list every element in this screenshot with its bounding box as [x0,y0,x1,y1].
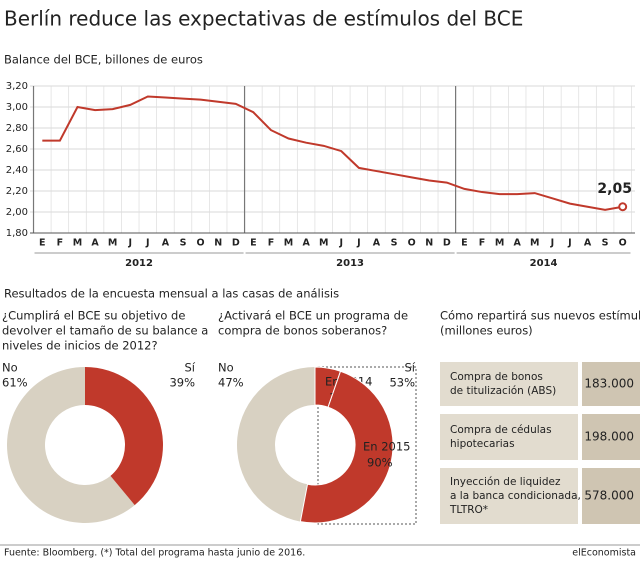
x-tick-label: A [162,238,170,249]
line [42,95,623,211]
x-tick-label: F [57,238,64,249]
question: niveles de inicios de 2012? [2,339,158,353]
row-label: de titulización (ABS) [450,385,556,397]
x-tick-label: J [356,238,361,249]
x-tick-label: J [127,238,132,249]
x-tick-label: F [479,238,486,249]
slice-label: No [218,361,234,375]
question: compra de bonos soberanos? [218,324,387,338]
x-tick-label: S [391,238,398,249]
row-value: 578.000 [584,489,634,503]
slice-label: No [2,361,18,375]
brand: elEconomista [572,548,636,559]
y-tick-label: 3,20 [6,81,28,92]
slice [85,367,164,506]
title: Berlín reduce las expectativas de estímu… [4,7,523,31]
last-label: 2,05 [597,181,632,197]
x-tick-label: O [408,238,416,249]
year-label: 2013 [336,258,364,269]
label-cell [440,468,578,524]
breakdown-label: En 2015 [363,440,410,454]
y-tick-label: 1,80 [6,228,28,239]
x-tick-label: J [567,238,572,249]
x-tick-label: E [39,238,46,249]
x-tick-label: E [461,238,468,249]
row-label: Inyección de liquidez [450,476,561,488]
x-tick-label: M [108,238,117,249]
table-title: Cómo repartirá sus nuevos estímulos [440,309,640,323]
label-cell [440,414,578,460]
year-label: 2014 [530,258,558,269]
x-tick-label: M [495,238,504,249]
x-tick-label: N [425,238,433,249]
y-tick-label: 2,80 [6,123,28,134]
row-label: TLTRO* [449,504,488,516]
question: ¿Activará el BCE un programa de [218,309,408,323]
x-tick-label: M [530,238,539,249]
x-tick-label: O [197,238,205,249]
source: Fuente: Bloomberg. (*) Total del program… [4,548,305,559]
section-title: Resultados de la encuesta mensual a las … [4,287,339,301]
slice-label: Sí [405,361,416,375]
x-tick-label: M [73,238,82,249]
table-title: (millones euros) [440,324,533,338]
row-label: Compra de cédulas [450,424,552,436]
value-cell [582,468,640,524]
slice-value: 47% [218,376,244,390]
x-tick-label: F [268,238,275,249]
y-tick-label: 2,00 [6,207,28,218]
x-tick-label: M [284,238,293,249]
last-point [618,202,628,212]
slice [7,367,135,523]
x-tick-label: J [339,238,344,249]
x-tick-label: A [513,238,521,249]
slice-value: 53% [389,376,415,390]
y-tick-label: 3,00 [6,102,28,113]
row-label: a la banca condicionada, [450,490,581,502]
breakdown-value: 90% [367,456,393,470]
breakdown-box [317,366,417,525]
slice-label: Sí [185,361,196,375]
slice [236,367,315,522]
x-tick-label: A [91,238,99,249]
y-tick-label: 2,40 [6,165,28,176]
x-tick-label: J [550,238,555,249]
slice-value: 39% [169,376,195,390]
year-label: 2012 [125,258,153,269]
x-tick-label: D [232,238,240,249]
x-tick-label: E [250,238,257,249]
row-label: Compra de bonos [450,371,543,383]
y-tick-label: 2,60 [6,144,28,155]
question: ¿Cumplirá el BCE su objetivo de [2,309,185,323]
subtitle: Balance del BCE, billones de euros [4,53,203,67]
x-tick-label: A [584,238,592,249]
slice-value: 61% [2,376,28,390]
x-tick-label: S [180,238,187,249]
row-value: 198.000 [584,430,634,444]
breakdown-slice [299,370,394,524]
row-value: 183.000 [584,377,634,391]
x-tick-label: A [373,238,381,249]
x-tick-label: D [443,238,451,249]
x-tick-label: J [145,238,150,249]
value-cell [582,414,640,460]
x-tick-label: S [602,238,609,249]
question: devolver el tamaño de su balance a [2,324,208,338]
x-tick-label: N [214,238,222,249]
row-label: hipotecarias [450,438,515,450]
x-tick-label: O [619,238,627,249]
x-tick-label: M [319,238,328,249]
y-tick-label: 2,20 [6,186,28,197]
x-tick-label: A [302,238,310,249]
label-cell [440,362,578,406]
value-cell [582,362,640,406]
